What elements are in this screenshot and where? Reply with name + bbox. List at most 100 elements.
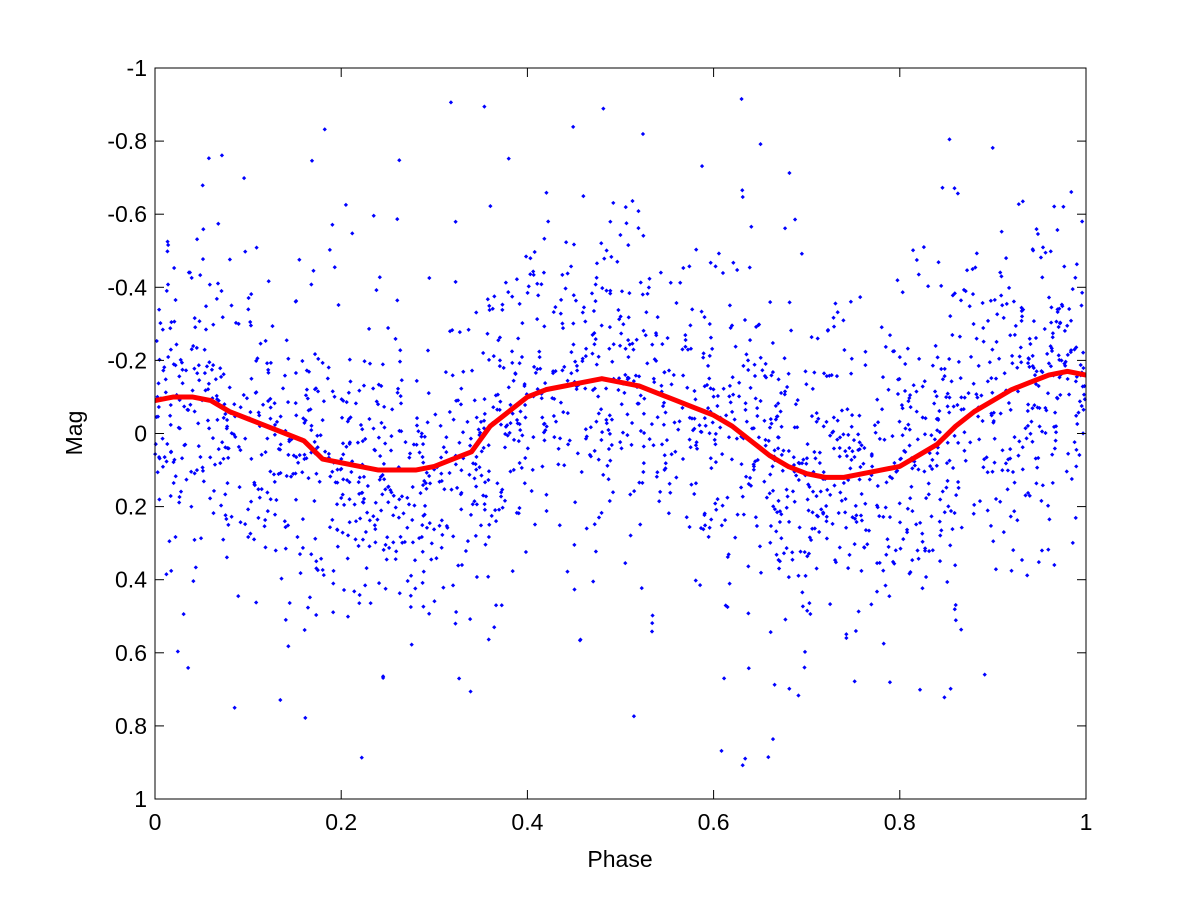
data-point — [955, 191, 960, 196]
data-point — [981, 339, 986, 344]
data-point — [176, 425, 181, 430]
data-point — [873, 430, 878, 435]
data-point — [809, 414, 815, 419]
data-point — [787, 300, 792, 305]
data-point — [802, 549, 807, 555]
data-point — [752, 362, 757, 367]
data-point — [776, 377, 781, 382]
data-point — [884, 480, 889, 485]
data-point — [163, 377, 168, 382]
data-point — [744, 352, 749, 357]
data-point — [859, 518, 865, 523]
data-point — [844, 635, 849, 641]
data-point — [1050, 335, 1055, 340]
data-point — [537, 354, 542, 360]
data-point — [373, 500, 378, 505]
data-point — [947, 137, 952, 142]
data-point — [1025, 408, 1030, 414]
data-point — [420, 454, 425, 460]
data-point — [368, 601, 373, 606]
data-point — [748, 385, 753, 391]
data-point — [641, 233, 646, 238]
data-point — [439, 545, 444, 550]
data-point — [380, 492, 385, 497]
data-point — [282, 373, 288, 378]
data-point — [708, 260, 713, 265]
data-point — [728, 400, 733, 405]
data-point — [935, 451, 940, 456]
data-point — [1049, 348, 1055, 354]
data-point — [335, 544, 340, 549]
data-point — [544, 190, 549, 195]
data-point — [659, 383, 664, 388]
data-point — [543, 380, 548, 386]
y-tick-label: -0.6 — [107, 201, 147, 227]
data-point — [314, 471, 319, 476]
data-point — [1056, 353, 1061, 358]
data-point — [348, 379, 353, 384]
data-point — [777, 509, 783, 514]
data-point — [808, 611, 813, 617]
data-point — [785, 494, 790, 499]
data-point — [944, 394, 949, 400]
data-point — [1012, 332, 1017, 337]
data-point — [340, 530, 345, 535]
data-point — [801, 457, 806, 462]
data-point — [422, 478, 427, 484]
data-point — [309, 552, 314, 557]
data-point — [571, 242, 577, 247]
data-point — [1012, 509, 1017, 514]
data-point — [542, 236, 547, 241]
data-point — [1039, 498, 1044, 504]
data-point — [804, 456, 810, 461]
data-point — [610, 490, 616, 495]
data-point — [916, 272, 921, 277]
data-point — [596, 394, 601, 399]
data-point — [588, 454, 593, 459]
data-point — [659, 442, 665, 447]
data-point — [1059, 302, 1064, 307]
data-point — [295, 460, 301, 465]
data-point — [470, 502, 475, 507]
data-point — [824, 503, 829, 509]
data-point — [772, 448, 777, 453]
data-point — [1008, 456, 1013, 461]
data-point — [705, 406, 711, 411]
data-point — [568, 264, 574, 269]
data-point — [767, 425, 773, 430]
data-point — [1024, 436, 1029, 441]
data-point — [408, 593, 413, 598]
data-point — [645, 291, 650, 296]
data-point — [774, 414, 779, 419]
data-point — [650, 620, 655, 626]
y-axis-label: Mag — [61, 411, 87, 456]
data-point — [886, 544, 891, 549]
data-point — [616, 307, 621, 313]
data-point — [345, 556, 350, 561]
data-point — [540, 415, 545, 420]
data-point — [468, 689, 473, 694]
data-point — [398, 348, 403, 353]
data-point — [922, 379, 927, 384]
data-point — [982, 672, 987, 677]
data-point — [295, 534, 300, 540]
data-point — [725, 495, 730, 500]
data-point — [233, 320, 239, 325]
data-point — [241, 392, 246, 398]
data-point — [202, 370, 208, 376]
data-point — [779, 424, 784, 429]
y-tick-label: -0.2 — [107, 347, 147, 373]
data-point — [581, 194, 586, 199]
data-point — [353, 519, 359, 524]
data-point — [859, 568, 864, 573]
data-point — [746, 611, 751, 616]
data-point — [619, 446, 624, 451]
data-point — [805, 608, 810, 613]
data-point — [1062, 328, 1068, 334]
data-point — [557, 523, 562, 528]
data-point — [468, 617, 473, 622]
data-point — [309, 282, 314, 287]
data-point — [1006, 400, 1012, 406]
data-point — [196, 363, 201, 368]
